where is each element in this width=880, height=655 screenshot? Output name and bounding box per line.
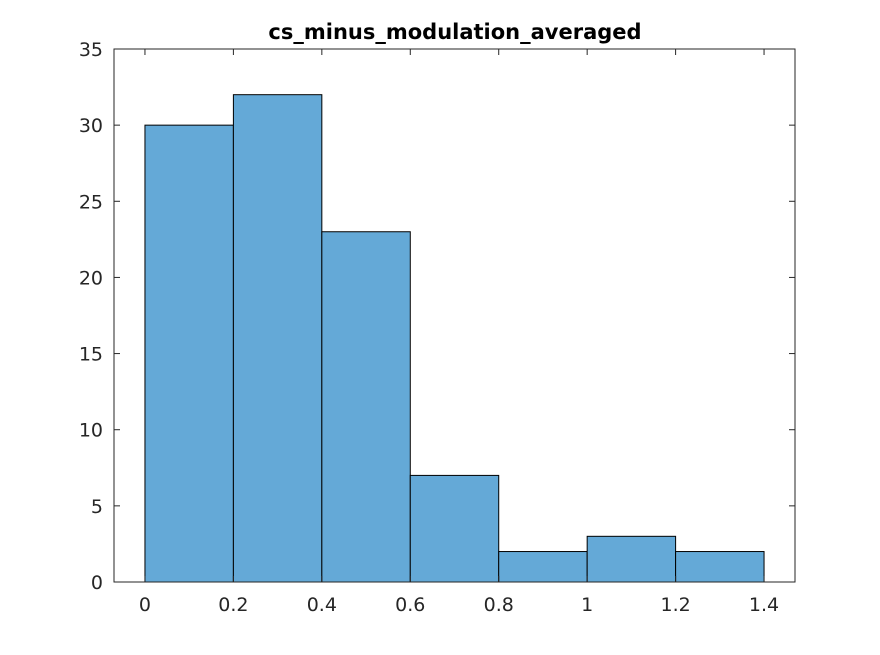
y-tick-label: 15: [79, 344, 103, 366]
y-tick-label: 30: [79, 115, 103, 137]
axes-box: [113, 48, 796, 583]
histogram-bar: [675, 551, 765, 583]
y-tick-label: 25: [79, 191, 103, 213]
x-axis-ticks: 0 0.2 0.4 0.6 0.8 1 1.2 1.4: [139, 49, 779, 616]
x-tick-label: 1: [581, 594, 593, 616]
axes-group: [113, 48, 796, 583]
y-tick-label: 10: [79, 420, 103, 442]
x-tick-label: 1.2: [660, 594, 690, 616]
y-tick-label: 20: [79, 267, 103, 289]
bars-group: [144, 94, 765, 583]
y-tick-label: 35: [79, 39, 103, 61]
histogram-bar: [409, 474, 500, 583]
histogram-bar: [232, 94, 323, 583]
x-tick-label: 0.8: [484, 594, 514, 616]
histogram-bar: [498, 551, 588, 583]
histogram-bar: [144, 124, 234, 583]
y-axis-ticks: 0 5 10 15 20 25 30 35: [79, 39, 795, 594]
histogram-bar: [586, 535, 677, 583]
x-tick-label: 0.4: [307, 594, 337, 616]
x-tick-label: 0.6: [395, 594, 425, 616]
y-tick-label: 0: [91, 572, 103, 594]
x-tick-label: 0.2: [218, 594, 248, 616]
x-tick-label: 1.4: [749, 594, 779, 616]
histogram-bar: [321, 231, 411, 583]
x-tick-label: 0: [139, 594, 151, 616]
chart-title: cs_minus_modulation_averaged: [268, 20, 641, 44]
y-tick-label: 5: [91, 496, 103, 518]
